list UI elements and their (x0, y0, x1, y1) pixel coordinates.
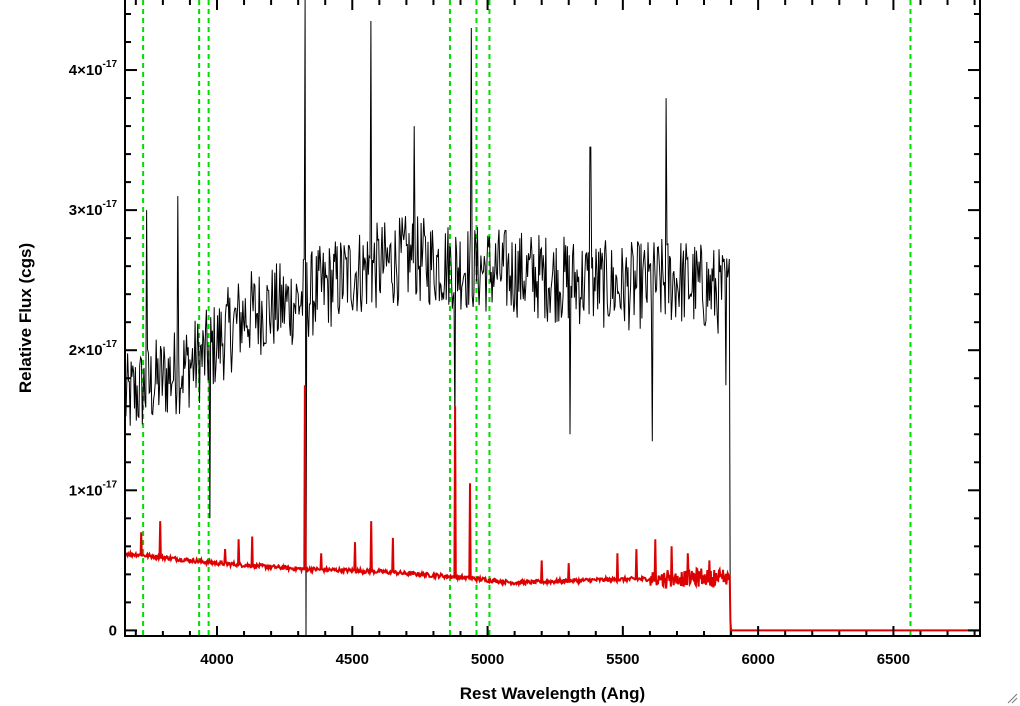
y-tick-label-4: 4×10-17 (69, 59, 118, 79)
y-tick-label-0: 0 (109, 622, 117, 639)
reference-lines (142, 0, 912, 636)
y-tick-label-1: 1×10-17 (69, 479, 118, 499)
plot-frame (124, 0, 981, 637)
model-spectrum-line (125, 385, 980, 632)
observed-spectrum-line (125, 0, 731, 636)
x-axis-title: Rest Wavelength (Ang) (460, 684, 645, 703)
x-tick-label-4000: 4000 (200, 651, 233, 668)
x-tick-label-5500: 5500 (606, 651, 639, 668)
x-tick-label-6500: 6500 (877, 651, 910, 668)
tick-labels: 4000 4500 5000 5500 6000 6500 0 1×10-17 2×10-17 3… (69, 59, 910, 668)
resize-grip-icon[interactable] (1006, 692, 1018, 704)
y-tick-label-3: 3×10-17 (69, 199, 118, 219)
x-tick-label-5000: 5000 (471, 651, 504, 668)
x-tick-label-4500: 4500 (336, 651, 369, 668)
series-layer (125, 0, 980, 636)
x-tick-label-6000: 6000 (741, 651, 774, 668)
y-axis-title: Relative Flux (cgs) (16, 243, 35, 393)
y-tick-label-2: 2×10-17 (69, 339, 118, 359)
axis-ticks (125, 0, 980, 636)
